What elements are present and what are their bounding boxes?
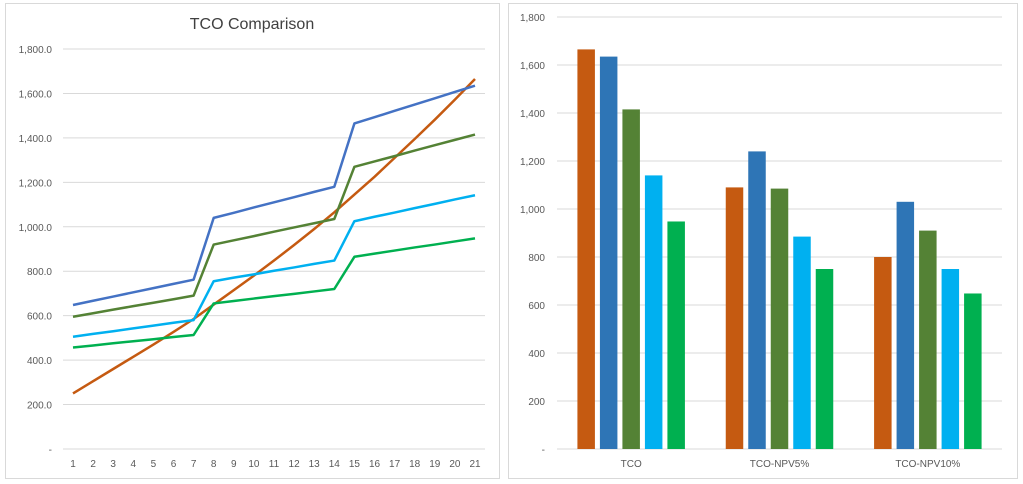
bar-3-tco-npv5% — [770, 188, 789, 449]
bar-3-tco-npv10% — [919, 230, 937, 449]
x-tick-label: 5 — [151, 459, 157, 470]
x-tick-label: 15 — [349, 459, 361, 470]
bar-2-tco-npv5% — [748, 151, 766, 449]
y-tick-label: 1,200.0 — [19, 178, 53, 189]
y-tick-label: 1,200 — [520, 157, 545, 168]
y-tick-label: 600 — [528, 301, 545, 312]
x-tick-label: 3 — [110, 459, 116, 470]
y-tick-label: 1,600 — [520, 61, 545, 72]
bar-4-tco — [644, 175, 663, 449]
y-tick-label: 1,400 — [520, 109, 545, 120]
y-tick-label: 1,800.0 — [19, 45, 53, 56]
bar-3-tco — [622, 109, 640, 450]
y-tick-label: 1,000.0 — [19, 223, 53, 234]
x-tick-label: 10 — [248, 459, 260, 470]
bar-4-tco-npv5% — [793, 236, 811, 449]
x-tick-label: 14 — [329, 459, 341, 470]
series-line-1 — [72, 78, 476, 395]
bar-1-tco — [577, 49, 595, 450]
bar-1-tco-npv10% — [874, 257, 892, 449]
bar-5-tco-npv10% — [964, 293, 982, 449]
x-tick-label: 2 — [90, 459, 96, 470]
series-line-5 — [72, 237, 476, 349]
y-tick-label: 1,000 — [520, 205, 545, 216]
x-tick-label: 7 — [191, 459, 197, 470]
y-tick-label: 800 — [528, 253, 545, 264]
category-label: TCO — [621, 459, 642, 470]
category-label: TCO-NPV5% — [750, 459, 810, 470]
x-tick-label: 11 — [269, 459, 280, 470]
y-tick-label: - — [49, 445, 52, 456]
bar-5-tco-npv5% — [815, 269, 834, 449]
x-tick-label: 19 — [429, 459, 441, 470]
bar-5-tco — [667, 221, 685, 449]
x-tick-label: 16 — [369, 459, 381, 470]
bar-2-tco — [599, 56, 618, 449]
y-tick-label: 800.0 — [27, 267, 52, 278]
x-tick-label: 21 — [469, 459, 481, 470]
x-tick-label: 1 — [70, 459, 76, 470]
x-tick-label: 20 — [449, 459, 461, 470]
line-chart-panel — [5, 3, 500, 479]
y-tick-label: 1,400.0 — [19, 134, 53, 145]
x-tick-label: 9 — [231, 459, 237, 470]
x-tick-label: 13 — [309, 459, 321, 470]
x-tick-label: 8 — [211, 459, 217, 470]
y-tick-label: 1,600.0 — [19, 89, 53, 100]
bar-1-tco-npv5% — [725, 187, 744, 449]
y-tick-label: 600.0 — [27, 312, 52, 323]
y-tick-label: 400.0 — [27, 356, 52, 367]
bar-2-tco-npv10% — [896, 201, 915, 449]
x-tick-label: 4 — [131, 459, 137, 470]
y-tick-label: 400 — [528, 349, 545, 360]
y-tick-label: 1,800 — [520, 13, 545, 24]
x-tick-label: 17 — [389, 459, 401, 470]
y-tick-label: 200 — [528, 397, 545, 408]
series-line-4 — [72, 193, 476, 339]
bar-4-tco-npv10% — [941, 269, 960, 449]
x-tick-label: 12 — [289, 459, 301, 470]
line-chart-title: TCO Comparison — [190, 16, 314, 33]
series-line-3 — [72, 133, 476, 319]
series-line-2 — [72, 84, 476, 307]
category-label: TCO-NPV10% — [895, 459, 960, 470]
y-tick-label: 200.0 — [27, 401, 52, 412]
x-tick-label: 6 — [171, 459, 177, 470]
y-tick-label: - — [542, 445, 545, 456]
x-tick-label: 18 — [409, 459, 421, 470]
